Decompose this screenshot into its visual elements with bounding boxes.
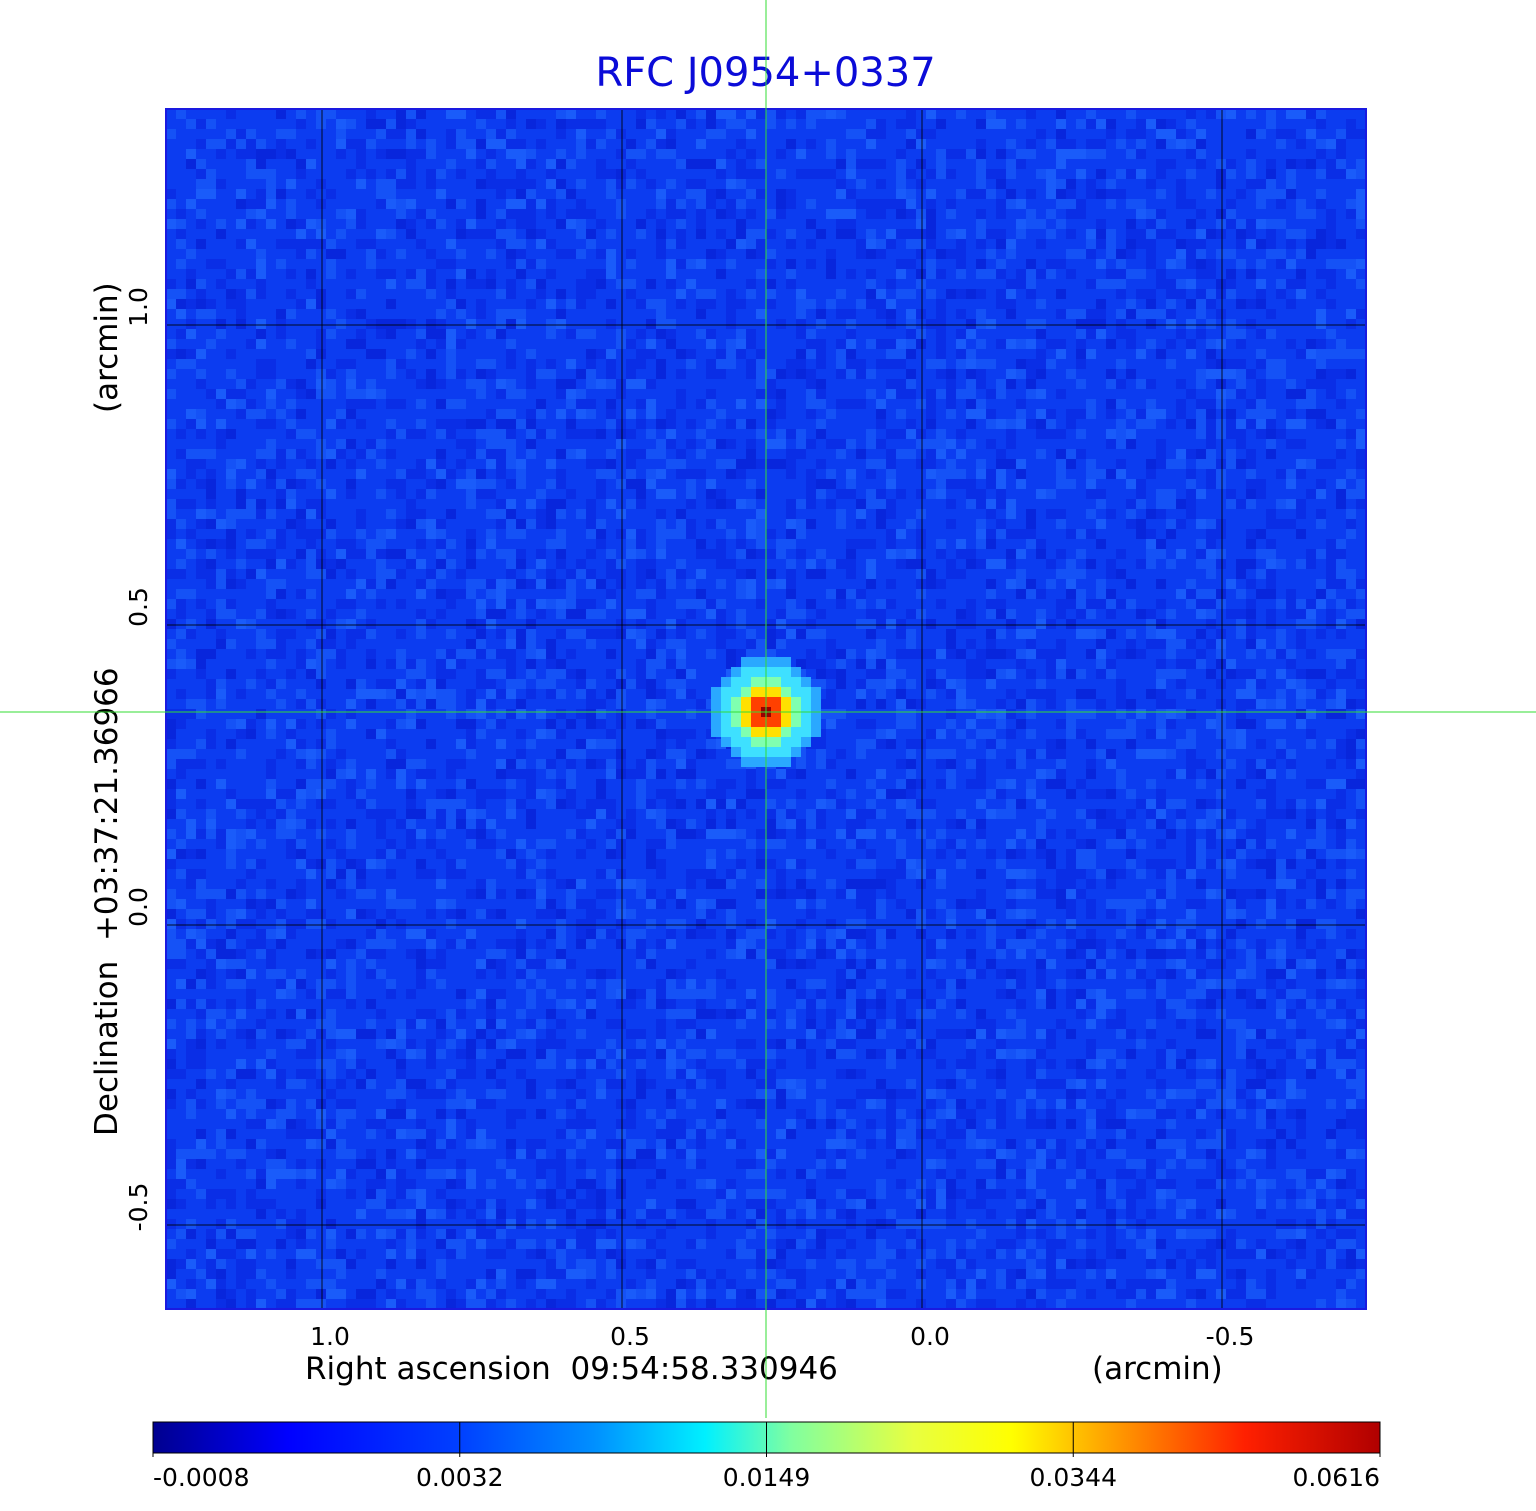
colorbar-tick-label: 0.0032 <box>416 1463 503 1492</box>
colorbar-tick-label: 0.0616 <box>1293 1463 1380 1492</box>
chart-title: RFC J0954+0337 <box>595 50 936 96</box>
x-tick-label: 0.0 <box>910 1322 950 1351</box>
y-tick-labels: -0.5 0.0 0.5 1.0 <box>124 287 153 1231</box>
y-tick-label: 0.5 <box>124 587 153 627</box>
colorbar-tick-label: 0.0149 <box>723 1463 810 1492</box>
colorbar-tick-label: 0.0344 <box>1030 1463 1117 1492</box>
x-tick-label: 0.5 <box>610 1322 650 1351</box>
y-axis-unit: (arcmin) <box>89 282 125 413</box>
y-axis-label: Declination +03:37:21.36966 <box>89 667 125 1136</box>
x-tick-labels: 1.0 0.5 0.0 -0.5 <box>310 1322 1254 1351</box>
x-axis-unit: (arcmin) <box>1092 1351 1223 1387</box>
x-tick-label: -0.5 <box>1206 1322 1255 1351</box>
y-tick-label: 0.0 <box>124 887 153 927</box>
image-noise-pixels <box>166 109 1366 1309</box>
colorbar[interactable]: -0.0008 0.0032 0.0149 0.0344 0.0616 <box>152 1421 1381 1492</box>
crosshair <box>0 0 1536 1418</box>
y-tick-label: 1.0 <box>124 287 153 327</box>
y-tick-label: -0.5 <box>124 1183 153 1232</box>
colorbar-tick-label: -0.0008 <box>153 1463 250 1492</box>
x-axis-label: Right ascension 09:54:58.330946 <box>305 1351 838 1387</box>
colorbar-ticks: -0.0008 0.0032 0.0149 0.0344 0.0616 <box>152 1422 1381 1492</box>
x-tick-label: 1.0 <box>310 1322 350 1351</box>
